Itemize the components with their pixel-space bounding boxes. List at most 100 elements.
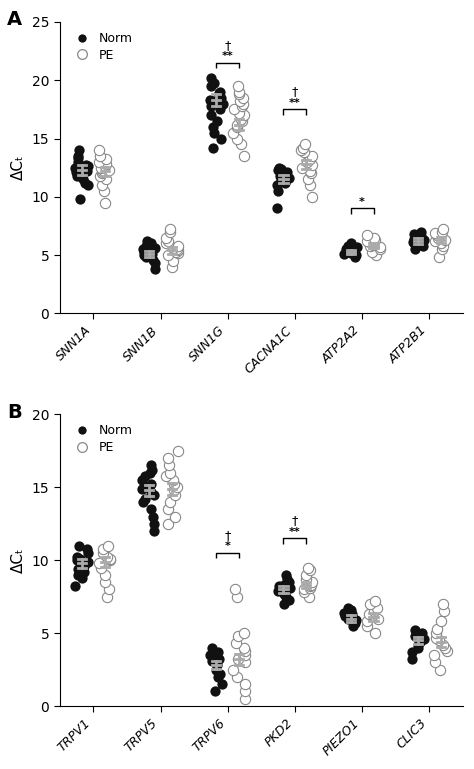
Point [417,225,425,238]
Point [307,581,314,593]
Point [233,132,241,145]
Point [439,223,447,235]
Point [431,227,438,239]
Point [238,115,246,127]
Point [416,636,423,648]
Point [368,610,375,622]
Point [241,685,249,697]
Point [74,155,82,168]
Point [281,583,289,595]
Point [308,168,315,180]
Point [229,127,237,139]
Point [165,459,173,471]
Point [414,631,422,644]
Point [75,144,83,156]
Point [218,678,225,691]
Point [102,153,110,165]
Point [308,576,316,588]
Point [212,664,220,676]
Point [142,240,150,252]
Point [351,617,358,629]
Point [364,229,371,241]
Point [206,94,213,106]
Point [216,85,224,98]
Point [74,568,82,581]
Point [236,85,243,98]
Point [151,263,159,275]
Point [297,144,305,156]
Point [210,141,217,154]
Point [234,671,241,683]
Legend: Norm, PE: Norm, PE [66,421,136,458]
Point [305,591,313,603]
Point [235,88,243,100]
Point [219,98,227,110]
Point [353,241,360,253]
Point [95,557,103,569]
Point [435,251,443,264]
Point [371,234,379,246]
Point [151,488,158,501]
Point [351,251,359,264]
Point [347,604,355,616]
Point [304,561,312,574]
Point [277,163,284,175]
Point [210,127,218,139]
Point [147,503,155,515]
Point [240,627,247,639]
Point [102,173,110,185]
Text: B: B [7,403,22,421]
Point [73,170,81,182]
Point [417,634,425,647]
Point [84,179,92,191]
Point [283,568,290,581]
Point [151,242,158,255]
Point [418,627,426,639]
Point [77,557,84,569]
Point [207,72,215,84]
Point [303,155,310,168]
Point [104,540,111,552]
Point [411,624,419,637]
Point [217,103,224,115]
Point [364,235,371,248]
Point [366,240,374,252]
Point [234,80,242,92]
Point [241,656,249,668]
Point [302,568,310,581]
Point [431,235,439,248]
Point [151,525,158,538]
Point [308,150,315,162]
Point [350,620,357,632]
Point [149,254,157,266]
Point [105,583,113,595]
Point [82,159,90,171]
Point [431,656,439,668]
Point [106,554,114,567]
Point [171,511,179,523]
Point [280,579,288,591]
Point [99,542,107,554]
Point [439,240,447,252]
Point [72,166,80,178]
Point [285,576,292,588]
Point [207,100,214,112]
Point [241,678,248,691]
Point [242,644,249,657]
Point [230,103,238,115]
Point [345,611,353,623]
Point [145,245,153,257]
Point [164,235,172,248]
Point [147,238,155,250]
Point [371,595,379,608]
Point [216,87,223,99]
Point [374,602,381,614]
Point [443,644,451,657]
Point [95,155,102,168]
Point [340,248,348,260]
Point [352,614,360,626]
Point [166,467,174,479]
Point [75,540,82,552]
Point [97,150,104,162]
Point [84,547,91,559]
